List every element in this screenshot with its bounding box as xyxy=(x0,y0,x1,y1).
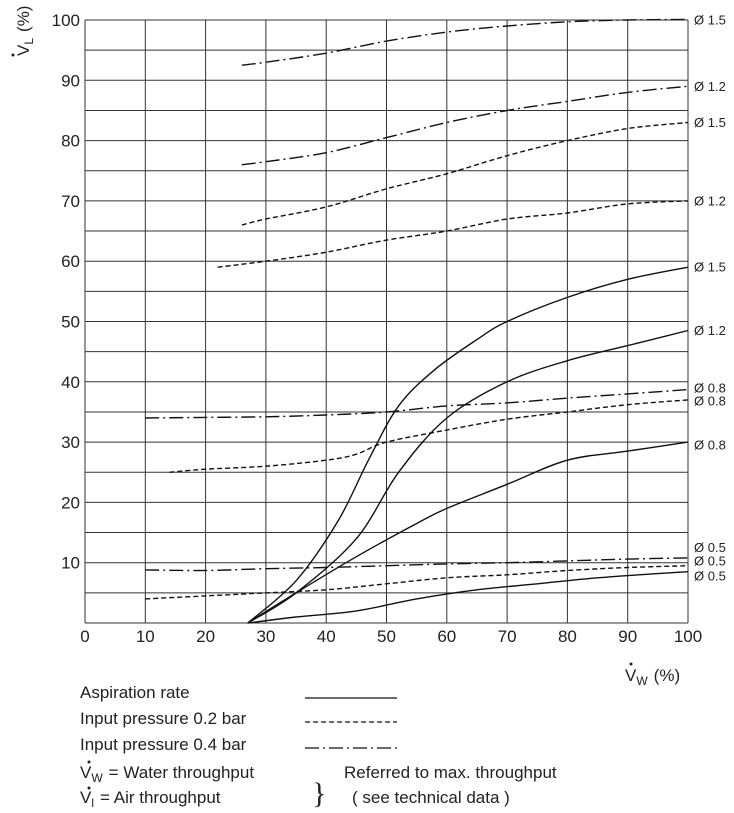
def-water: VW = Water throughput xyxy=(80,763,254,785)
x-axis-dot xyxy=(629,662,633,666)
y-tick-label: 30 xyxy=(61,433,80,452)
curves xyxy=(145,18,689,624)
y-tick-label: 40 xyxy=(61,373,80,392)
legend: Aspiration rate Input pressure 0.2 bar I… xyxy=(80,683,557,810)
x-tick-label: 100 xyxy=(674,627,702,646)
y-tick-label: 80 xyxy=(61,132,80,151)
curve-labels: Ø 1.5Ø 1.2Ø 1.5Ø 1.2Ø 1.5Ø 1.2Ø 0.8Ø 0.8… xyxy=(694,13,726,584)
curve-end-label: Ø 1.2 xyxy=(694,193,726,208)
series-line-dashdot xyxy=(145,557,689,572)
y-axis-label-text: VL(%) xyxy=(14,6,36,56)
y-axis-label: VL(%) xyxy=(11,6,36,57)
x-axis-label-text: VW (%) xyxy=(625,666,680,688)
x-tick-label: 80 xyxy=(558,627,577,646)
x-tick-label: 60 xyxy=(437,627,456,646)
series-line-dashed xyxy=(145,565,689,600)
def-water-dot xyxy=(87,760,91,764)
curve-end-label: Ø 0.5 xyxy=(694,540,726,555)
series-line-dashed xyxy=(169,399,689,473)
legend-item-pressure-04-label: Input pressure 0.4 bar xyxy=(80,735,247,754)
def-air: Vl = Air throughput xyxy=(80,788,221,810)
x-axis-label: VW (%) xyxy=(625,662,680,688)
x-tick-label: 30 xyxy=(256,627,275,646)
curve-end-label: Ø 0.8 xyxy=(694,438,726,453)
curve-end-label: Ø 1.2 xyxy=(694,323,726,338)
curve-end-label: Ø 1.5 xyxy=(694,260,726,275)
x-tick-label: 20 xyxy=(196,627,215,646)
y-tick-label: 50 xyxy=(61,313,80,332)
curve-end-label: Ø 0.8 xyxy=(694,380,726,395)
y-axis-dot xyxy=(11,53,15,57)
x-tick-label: 40 xyxy=(317,627,336,646)
x-tick-label: 90 xyxy=(618,627,637,646)
curve-end-label: Ø 0.5 xyxy=(694,553,726,568)
curve-end-label: Ø 0.8 xyxy=(694,394,726,409)
curve-end-label: Ø 1.2 xyxy=(694,79,726,94)
series-line-solid xyxy=(247,441,689,624)
x-tick-label: 50 xyxy=(377,627,396,646)
y-tick-label: 20 xyxy=(61,493,80,512)
y-tick-label: 90 xyxy=(61,71,80,90)
series-line-dashdot xyxy=(145,388,689,419)
series-line-solid xyxy=(247,571,689,624)
curve-end-label: Ø 1.5 xyxy=(694,115,726,130)
legend-brace: } xyxy=(312,777,326,810)
series-line-dashed xyxy=(241,121,689,226)
x-tick-label: 0 xyxy=(80,627,89,646)
series-line-solid xyxy=(247,266,689,624)
series-line-dashdot xyxy=(241,18,689,66)
legend-item-aspiration-label: Aspiration rate xyxy=(80,683,190,702)
curve-end-label: Ø 1.5 xyxy=(694,13,726,28)
x-tick-label: 70 xyxy=(498,627,517,646)
series-line-solid xyxy=(247,329,689,624)
x-tick-label: 10 xyxy=(136,627,155,646)
y-tick-label: 10 xyxy=(61,554,80,573)
legend-item-pressure-02-label: Input pressure 0.2 bar xyxy=(80,709,247,728)
y-tick-label: 100 xyxy=(52,11,80,30)
tick-labels: 0 10 20 30 40 50 60 70 80 90 100 10 20 30 40 50 60 70 80 90… xyxy=(52,11,703,646)
legend-note-line1: Referred to max. throughput xyxy=(344,763,557,782)
grid xyxy=(84,19,689,624)
y-tick-label: 70 xyxy=(61,192,80,211)
y-tick-label: 60 xyxy=(61,252,80,271)
series-line-dashdot xyxy=(241,85,689,166)
series-line-dashed xyxy=(217,200,689,268)
def-air-dot xyxy=(87,786,91,790)
curve-end-label: Ø 0.5 xyxy=(694,568,726,583)
legend-note-line2: ( see technical data ) xyxy=(352,788,510,807)
